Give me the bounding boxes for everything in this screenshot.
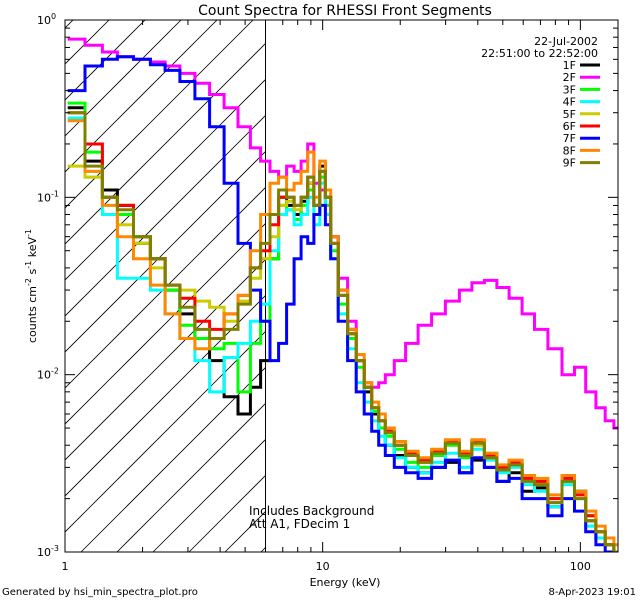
y-tick-label: 100 [37,12,56,27]
legend-label: 8F [563,144,576,157]
observation-time-range: 22:51:00 to 22:52:00 [481,47,598,60]
series-7F-line [67,55,618,552]
hatch-line [65,258,266,461]
plot-frame [64,19,619,553]
hatch-line [65,186,266,389]
hatch-line [65,294,266,497]
axis-ticks [64,19,618,553]
y-tick-label: 10-1 [37,189,59,204]
hatch-line [65,150,266,353]
legend-label: 5F [563,108,576,121]
legend-label: 4F [563,96,576,109]
legend-label: 1F [563,59,576,72]
x-tick-label: 10 [316,560,330,573]
ylabel-part: s [26,268,39,277]
series-6F-line [67,111,618,552]
legend-label: 9F [563,157,576,170]
footer-timestamp: 8-Apr-2023 19:01 [549,587,636,598]
hatch-line [65,114,266,317]
legend-label: 3F [563,83,576,96]
ylabel-part: -1 [24,261,33,269]
series-lines [67,37,618,552]
hatch-line [152,438,266,552]
observation-date: 22-Jul-2002 [534,35,598,48]
series-2F-line [67,37,618,430]
footer-generated-by: Generated by hsi_min_spectra_plot.pro [2,587,198,598]
ylabel-part: counts cm [26,286,39,343]
ylabel-part: -2 [24,278,33,286]
y-axis-label: counts cm-2 s-1 keV-1 [24,229,39,343]
hatch-line [65,20,254,209]
x-axis-label: Energy (keV) [310,576,381,589]
x-tick-labels: 1 10 100 [62,560,591,573]
note-background: Includes Background [249,504,374,518]
series-5F-line [67,164,618,552]
hatch-line [116,402,266,552]
y-tick-labels: 100 10-1 10-2 10-3 [37,12,59,559]
hatched-region [65,20,266,552]
hatch-line [65,222,266,425]
hatch-line [65,78,266,281]
hatch-line [65,20,146,101]
ylabel-part: keV [26,237,39,261]
x-tick-label: 100 [570,560,591,573]
legend-label: 7F [563,132,576,145]
hatch-line [260,546,266,552]
hatch-line [80,366,266,552]
hatch-line [65,330,266,533]
hatch-line [65,20,182,137]
legend-label: 2F [563,71,576,84]
y-tick-label: 10-3 [37,544,59,559]
y-tick-label: 10-2 [37,367,59,382]
x-tick-label: 1 [62,560,69,573]
hatch-line [65,20,218,173]
ylabel-part: -1 [24,229,33,237]
legend-label: 6F [563,120,576,133]
note-attenuator: Att A1, FDecim 1 [249,517,350,531]
chart-title: Count Spectra for RHESSI Front Segments [198,3,492,19]
series-9F-line [67,111,618,552]
hatch-line [65,42,266,245]
